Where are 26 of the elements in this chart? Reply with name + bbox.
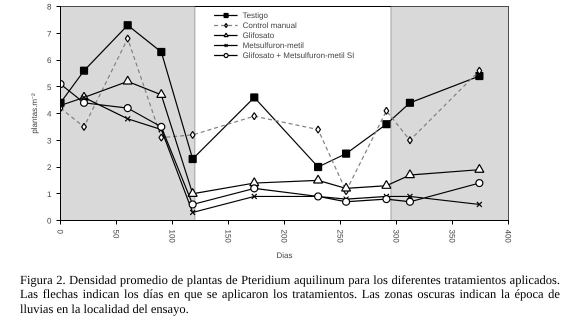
x-tick-label: 100 [168, 230, 176, 244]
y-tick-label: 5 [47, 82, 52, 92]
x-tick-label: 50 [112, 230, 120, 239]
y-tick-label: 6 [47, 56, 52, 65]
x-tick-label: 0 [56, 230, 64, 234]
legend-label: Metsulfuron-metil [242, 40, 304, 50]
y-tick-label: 0 [47, 216, 52, 226]
text: Figura 2. Densidad promedio de plantas de Pteridium aquilinum para los diferentes tratamientos aplicados. Las flechas indican los días en que se aplicaron los tratamientos. Las zonas oscuras indican la época de lluvias en la localidad del ensayo. [20, 273, 560, 316]
x-tick-label: 350 [448, 230, 456, 244]
y-tick-label: 4 [47, 110, 52, 118]
x-axis-title: Dias [276, 250, 293, 260]
x-tick-label: 300 [392, 230, 400, 244]
legend-label: Glifosato + Metsulfuron-metil SI [242, 50, 354, 60]
y-tick-label: 7 [47, 29, 52, 38]
legend-label: Testigo [242, 10, 268, 20]
x-tick-label: 200 [280, 230, 288, 244]
x-tick-label: 150 [224, 230, 232, 244]
y-axis-title: plantas.m⁻² [30, 92, 40, 134]
y-tick-label: 1 [47, 190, 52, 199]
x-tick-label: 250 [336, 230, 344, 244]
y-tick-label: 8 [47, 2, 52, 12]
legend-label: Glifosato [242, 30, 274, 40]
legend-label: Control manual [242, 20, 297, 30]
x-tick-label: 400 [504, 230, 512, 244]
y-tick-label: 3 [47, 136, 52, 146]
y-tick-label: 2 [47, 163, 52, 172]
